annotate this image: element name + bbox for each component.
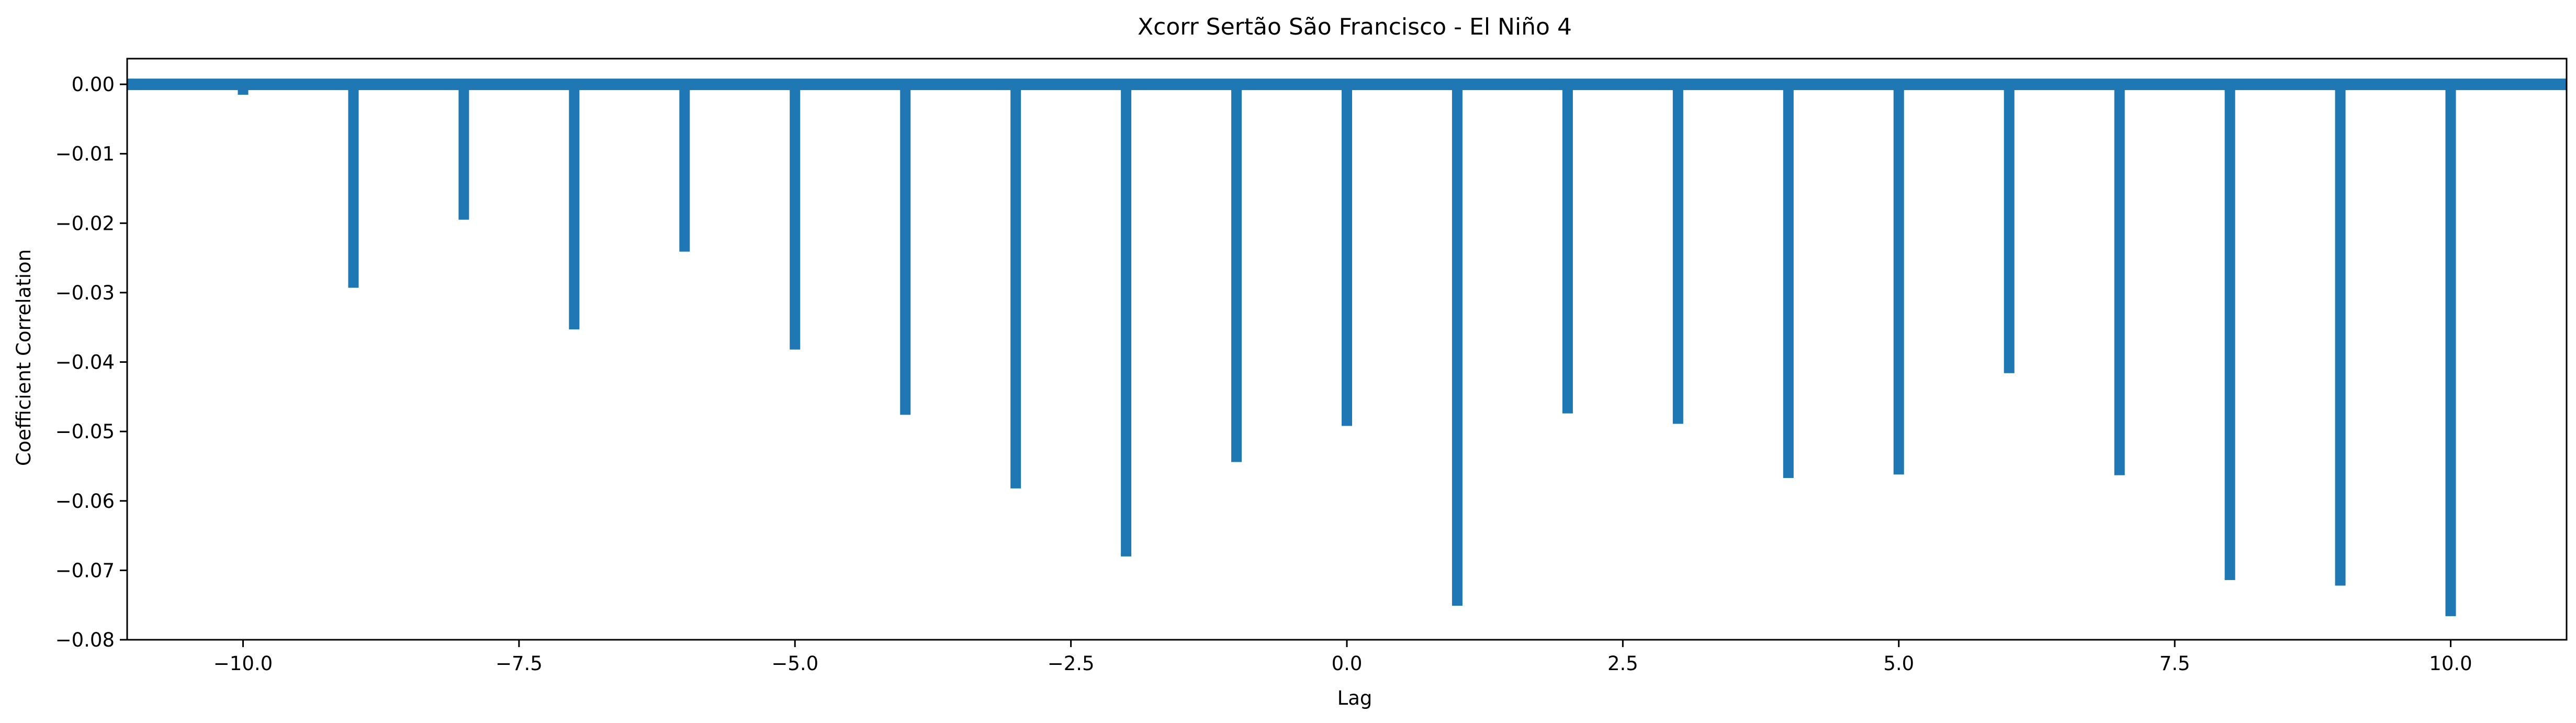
bar-lag-8	[2224, 84, 2235, 580]
x-axis-ticks: −10.0 −7.5 −5.0 −2.5 0.0 2.5 5.0 7.5 10.0	[213, 640, 2472, 675]
x-tick-label: −10.0	[213, 652, 273, 675]
y-tick-label: −0.07	[55, 559, 115, 582]
x-tick-label: −7.5	[496, 652, 543, 675]
bar-lag-0	[1342, 84, 1352, 426]
x-tick-label: 5.0	[1883, 652, 1914, 675]
chart-title: Xcorr Sertão São Francisco - El Niño 4	[1138, 14, 1572, 40]
x-tick-label: −5.0	[771, 652, 818, 675]
bar-lag-1	[1452, 84, 1463, 606]
y-axis-label: Coefficient Correlation	[13, 249, 35, 466]
bar-lag--7	[569, 84, 580, 330]
x-tick-label: 2.5	[1607, 652, 1638, 675]
y-tick-label: −0.06	[55, 490, 115, 513]
y-axis-ticks: 0.00 −0.01 −0.02 −0.03 −0.04 −0.05 −0.06 −0.07 −…	[55, 73, 127, 651]
x-axis-label: Lag	[1337, 687, 1373, 709]
bar-lag--2	[1121, 84, 1132, 557]
bar-lag--5	[790, 84, 801, 350]
bar-lag--3	[1010, 84, 1021, 488]
plot-frame	[126, 58, 2568, 641]
bar-lag-10	[2445, 84, 2456, 616]
bar-lag--6	[679, 84, 690, 252]
y-tick-label: −0.08	[55, 629, 115, 651]
y-tick-label: −0.01	[55, 143, 115, 165]
bar-lag-5	[1893, 84, 1904, 475]
x-tick-label: 10.0	[2429, 652, 2472, 675]
y-tick-label: −0.03	[55, 282, 115, 304]
bar-lag-2	[1562, 84, 1573, 414]
bar-lag-9	[2335, 84, 2346, 586]
bar-lag--9	[348, 84, 359, 288]
y-tick-label: −0.05	[55, 420, 115, 443]
y-tick-label: −0.02	[55, 212, 115, 235]
bar-lag-7	[2114, 84, 2125, 475]
bar-lag-3	[1672, 84, 1683, 424]
y-tick-label: −0.04	[55, 351, 115, 374]
x-tick-label: 7.5	[2159, 652, 2190, 675]
bars-group	[238, 84, 2456, 616]
bar-lag--1	[1231, 84, 1242, 462]
x-tick-label: 0.0	[1332, 652, 1363, 675]
x-tick-label: −2.5	[1048, 652, 1095, 675]
y-tick-label: 0.00	[72, 73, 115, 96]
bar-lag-4	[1783, 84, 1794, 479]
bar-lag-6	[2004, 84, 2015, 373]
bar-lag--4	[900, 84, 911, 415]
bar-lag--8	[458, 84, 469, 220]
